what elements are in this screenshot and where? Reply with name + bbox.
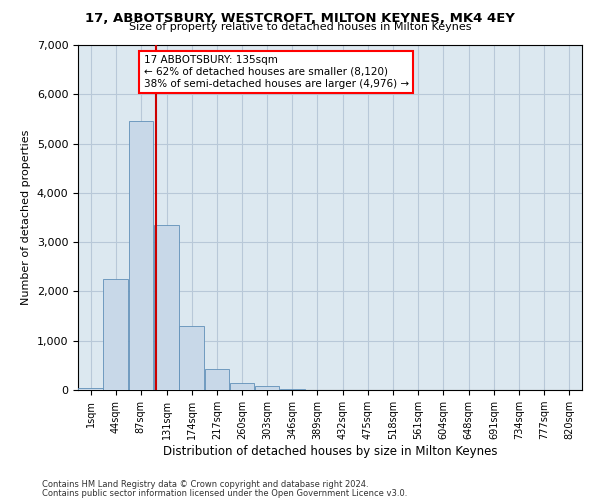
Text: Contains HM Land Registry data © Crown copyright and database right 2024.: Contains HM Land Registry data © Crown c… — [42, 480, 368, 489]
Y-axis label: Number of detached properties: Number of detached properties — [21, 130, 31, 305]
Text: 17, ABBOTSBURY, WESTCROFT, MILTON KEYNES, MK4 4EY: 17, ABBOTSBURY, WESTCROFT, MILTON KEYNES… — [85, 12, 515, 26]
Bar — [179, 326, 204, 390]
Bar — [128, 122, 153, 390]
Bar — [255, 386, 280, 390]
Bar — [230, 383, 254, 390]
Text: Size of property relative to detached houses in Milton Keynes: Size of property relative to detached ho… — [129, 22, 471, 32]
Bar — [205, 370, 229, 390]
Bar — [154, 225, 179, 390]
X-axis label: Distribution of detached houses by size in Milton Keynes: Distribution of detached houses by size … — [163, 445, 497, 458]
Text: Contains public sector information licensed under the Open Government Licence v3: Contains public sector information licen… — [42, 488, 407, 498]
Text: 17 ABBOTSBURY: 135sqm
← 62% of detached houses are smaller (8,120)
38% of semi-d: 17 ABBOTSBURY: 135sqm ← 62% of detached … — [143, 56, 409, 88]
Bar — [280, 388, 305, 390]
Bar — [78, 388, 103, 390]
Bar — [103, 279, 128, 390]
